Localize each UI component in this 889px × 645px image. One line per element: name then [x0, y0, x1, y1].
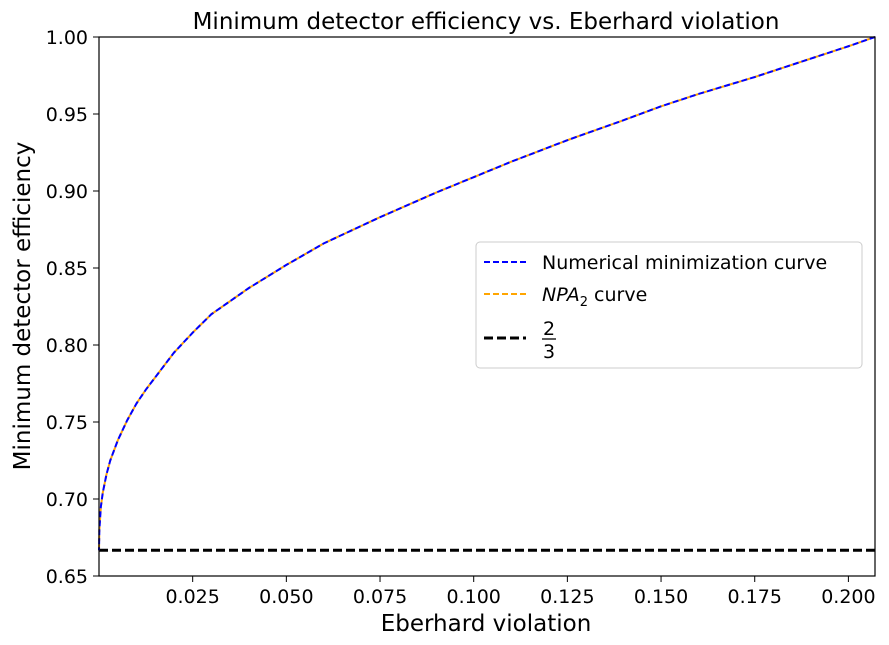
legend-box: [475, 241, 863, 369]
legend-label-npa2: NPA2 curve: [542, 284, 647, 310]
x-tick-label: 0.175: [728, 586, 782, 608]
x-axis: 0.025 0.050 0.075 0.100 0.125 0.150 0.175 0.200: [165, 576, 876, 608]
legend: Numerical minimization curve NPA2 curve …: [475, 241, 863, 369]
y-tick-label: 0.75: [46, 412, 88, 434]
x-tick-label: 0.025: [165, 586, 219, 608]
y-axis-title: Minimum detector efficiency: [10, 142, 36, 471]
x-tick-label: 0.150: [634, 586, 688, 608]
y-tick-label: 0.90: [46, 181, 88, 203]
x-tick-label: 0.125: [540, 586, 594, 608]
y-axis: 0.65 0.70 0.75 0.80 0.85 0.90 0.95 1.00: [46, 27, 99, 588]
x-tick-label: 0.200: [821, 586, 875, 608]
y-tick-label: 0.65: [46, 566, 88, 588]
x-axis-title: Eberhard violation: [381, 611, 592, 637]
legend-label-two-thirds-denominator: 3: [543, 341, 555, 363]
y-tick-label: 1.00: [46, 27, 88, 49]
x-tick-label: 0.050: [259, 586, 313, 608]
chart-title: Minimum detector efficiency vs. Eberhard…: [193, 9, 780, 35]
x-tick-label: 0.075: [353, 586, 407, 608]
plot-area: [98, 36, 876, 552]
legend-label-numerical: Numerical minimization curve: [542, 252, 827, 274]
x-tick-label: 0.100: [446, 586, 500, 608]
y-tick-label: 0.95: [46, 104, 88, 126]
axes-frame: [98, 36, 876, 577]
series-numerical-line: [98, 36, 876, 551]
y-tick-label: 0.70: [46, 489, 88, 511]
y-tick-label: 0.85: [46, 258, 88, 280]
legend-label-two-thirds-numerator: 2: [543, 318, 555, 340]
y-tick-label: 0.80: [46, 335, 88, 357]
